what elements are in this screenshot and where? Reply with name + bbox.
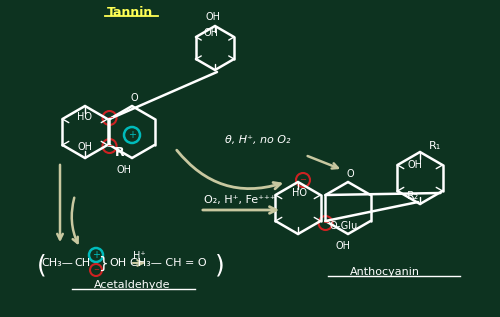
Text: OH: OH	[206, 12, 220, 22]
Text: R₁: R₁	[429, 141, 441, 151]
Text: HO: HO	[292, 188, 306, 198]
Text: −: −	[322, 218, 329, 228]
Text: CH₃— CH = O: CH₃— CH = O	[130, 258, 206, 268]
Text: −: −	[106, 141, 113, 151]
Text: O: O	[346, 169, 354, 179]
Text: OH: OH	[204, 28, 218, 38]
Text: OH: OH	[116, 165, 132, 175]
Text: +: +	[92, 250, 100, 260]
Text: HO: HO	[76, 112, 92, 122]
Text: +: +	[128, 130, 136, 140]
Text: R: R	[114, 146, 124, 159]
Text: −: −	[93, 267, 99, 273]
Text: CH₃—: CH₃—	[41, 258, 73, 268]
Text: θ, H⁺, no O₂: θ, H⁺, no O₂	[225, 135, 291, 145]
Text: CH: CH	[74, 258, 90, 268]
Text: O: O	[130, 93, 138, 103]
Text: OH: OH	[336, 241, 350, 251]
Text: Acetaldehyde: Acetaldehyde	[94, 280, 170, 290]
Text: H⁺: H⁺	[132, 251, 145, 261]
Text: OH: OH	[408, 160, 423, 170]
Text: −: −	[300, 176, 306, 184]
Text: O-Glu: O-Glu	[330, 221, 357, 231]
Text: Anthocyanin: Anthocyanin	[350, 267, 420, 277]
Text: (: (	[37, 253, 47, 277]
Text: −: −	[106, 113, 113, 122]
Text: R₂: R₂	[408, 191, 420, 201]
Text: OH: OH	[110, 258, 126, 268]
Text: }: }	[98, 256, 108, 271]
Text: Tannin: Tannin	[107, 5, 153, 18]
Text: OH: OH	[78, 142, 92, 152]
Text: O₂, H⁺, Fe⁺⁺⁺: O₂, H⁺, Fe⁺⁺⁺	[204, 195, 276, 205]
Text: ): )	[215, 253, 225, 277]
